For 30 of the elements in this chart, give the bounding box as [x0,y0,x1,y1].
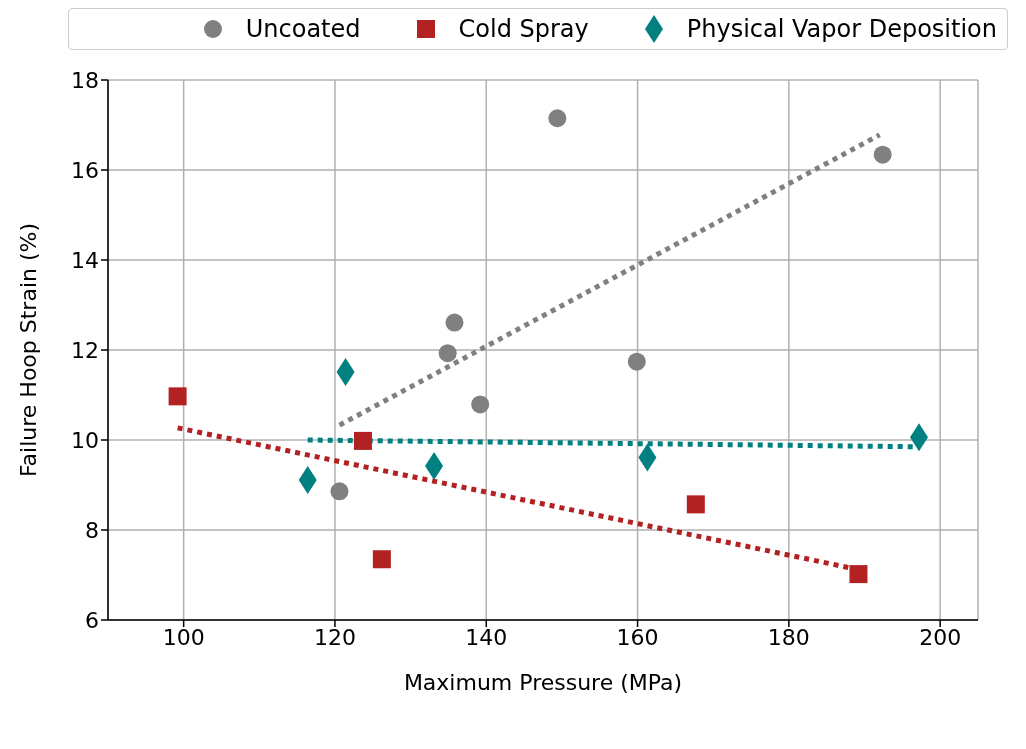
point [471,395,490,414]
point [353,431,372,450]
legend-label: Uncoated [245,15,361,43]
point [873,145,892,164]
point [849,565,868,584]
point [548,109,567,128]
y-tick-label: 14 [71,247,99,273]
point [438,344,457,363]
x-tick-label: 180 [767,624,810,650]
y-axis-title: Failure Hoop Strain (%) [15,222,41,478]
x-tick-label: 100 [162,624,205,650]
point [627,352,646,371]
y-tick-label: 16 [71,157,99,183]
point [445,313,464,332]
x-tick-label: 160 [616,624,659,650]
point [372,550,391,569]
x-tick-label: 200 [919,624,962,650]
y-tick-label: 8 [85,517,99,543]
x-tick-label: 120 [313,624,356,650]
legend-label: Physical Vapor Deposition [686,15,997,43]
legend-label: Cold Spray [458,15,589,43]
y-tick-label: 6 [85,607,99,633]
point [168,387,187,406]
x-axis-title: Maximum Pressure (MPa) [403,670,683,695]
point [330,482,349,501]
y-tick-label: 18 [71,67,99,93]
point [686,495,705,514]
y-tick-label: 10 [71,427,99,453]
x-tick-label: 140 [465,624,508,650]
y-tick-label: 12 [71,337,99,363]
